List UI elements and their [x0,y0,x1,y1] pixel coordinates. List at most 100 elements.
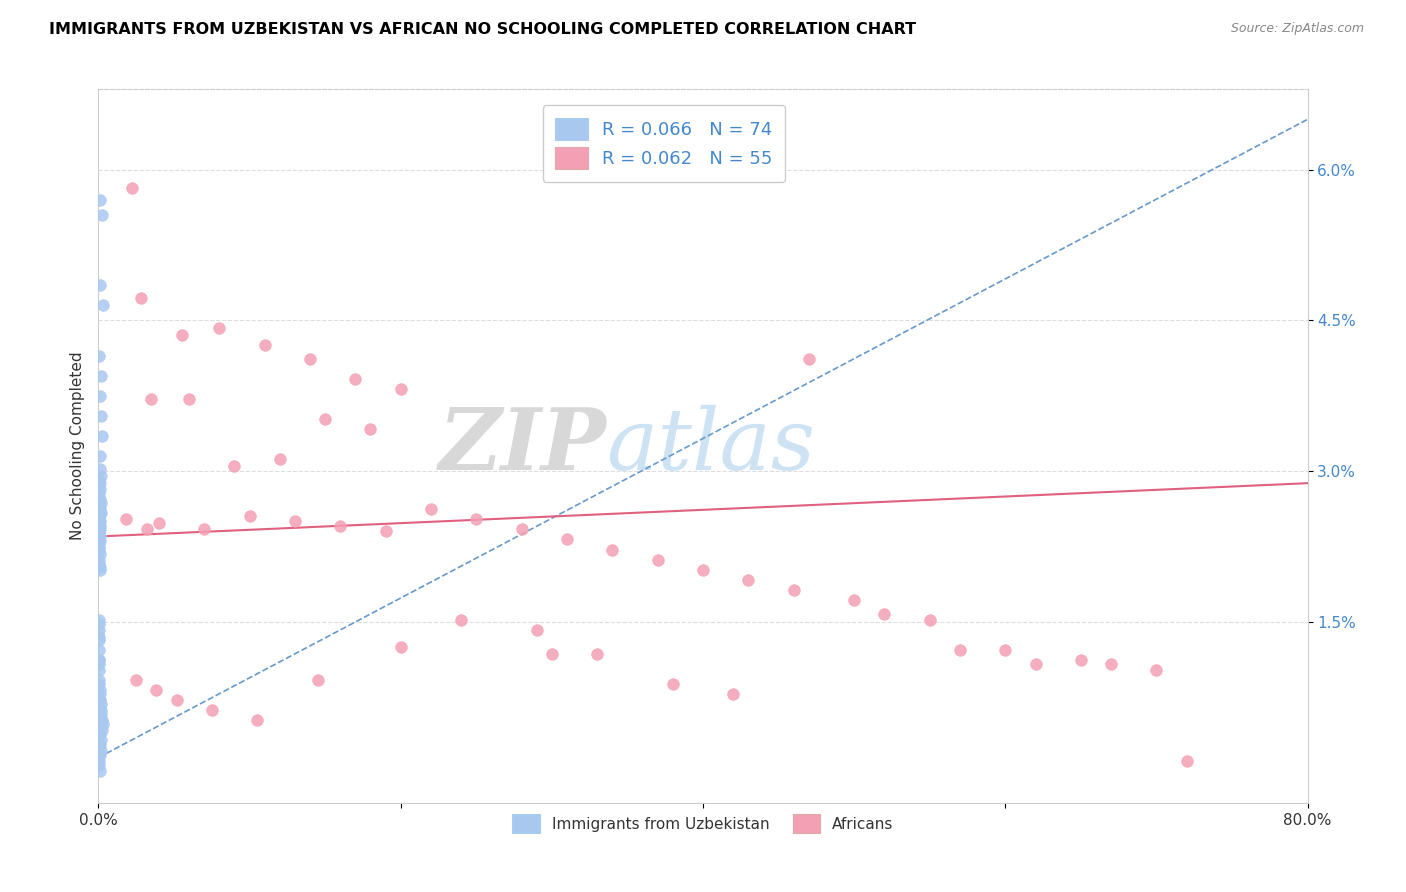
Point [91,717,114,731]
Point [125,673,148,688]
Point [723,687,745,701]
Point [526,623,548,637]
Point [89,727,111,741]
Point [89,630,111,644]
Point [179,392,201,406]
Point [602,542,624,557]
Point [89,516,111,531]
Point [89,683,111,698]
Point [299,351,322,366]
Point [89,764,111,778]
Point [224,459,246,474]
Point [314,412,336,426]
Point [89,389,111,403]
Point [420,502,443,516]
Point [1146,663,1168,677]
Point [90,707,112,722]
Point [89,502,111,516]
Point [89,492,111,507]
Point [89,526,111,541]
Point [89,506,111,520]
Point [89,520,111,534]
Point [89,529,111,543]
Point [90,733,112,747]
Point [208,321,231,335]
Point [89,643,111,657]
Point [89,482,111,496]
Point [246,714,269,728]
Point [89,519,111,533]
Point [89,504,111,518]
Point [89,563,111,577]
Point [737,573,759,587]
Point [661,677,683,691]
Point [89,616,111,631]
Point [148,516,170,531]
Legend: Immigrants from Uzbekistan, Africans: Immigrants from Uzbekistan, Africans [501,802,905,845]
Point [89,657,111,672]
Point [253,338,276,352]
Point [269,452,291,467]
Point [90,368,112,383]
Point [89,738,111,752]
Point [201,703,224,717]
Point [89,512,111,526]
Point [89,486,111,500]
Point [647,552,669,566]
Point [555,533,578,547]
Point [114,512,136,526]
Point [89,673,111,688]
Text: atlas: atlas [606,405,815,487]
Point [129,291,152,305]
Point [89,677,111,691]
Point [329,519,352,533]
Point [89,476,111,491]
Point [90,506,112,520]
Point [540,647,562,661]
Point [949,643,972,657]
Point [89,509,111,524]
Point [89,462,111,476]
Point [360,422,382,436]
Point [89,559,111,574]
Point [141,392,163,406]
Point [90,469,112,483]
Point [135,523,157,537]
Point [89,632,111,647]
Point [90,714,112,728]
Point [89,693,111,707]
Point [1070,653,1092,667]
Point [90,429,112,443]
Point [89,547,111,561]
Point [465,512,488,526]
Text: Source: ZipAtlas.com: Source: ZipAtlas.com [1230,22,1364,36]
Point [89,193,111,207]
Point [692,563,714,577]
Point [89,474,111,488]
Point [89,754,111,768]
Point [797,351,820,366]
Point [90,409,112,423]
Point [1099,657,1122,672]
Point [166,693,188,707]
Point [89,542,111,557]
Point [90,743,112,757]
Point [90,698,112,712]
Point [89,502,111,516]
Point [89,534,111,549]
Point [918,613,941,627]
Text: IMMIGRANTS FROM UZBEKISTAN VS AFRICAN NO SCHOOLING COMPLETED CORRELATION CHART: IMMIGRANTS FROM UZBEKISTAN VS AFRICAN NO… [49,22,917,37]
Point [89,653,111,667]
Point [145,683,167,698]
Point [89,623,111,637]
Point [844,592,866,607]
Point [89,526,111,541]
Point [89,523,111,537]
Point [170,328,193,343]
Point [344,372,367,386]
Point [284,515,307,529]
Point [193,523,215,537]
Point [89,747,111,762]
Point [374,524,396,539]
Point [91,298,114,312]
